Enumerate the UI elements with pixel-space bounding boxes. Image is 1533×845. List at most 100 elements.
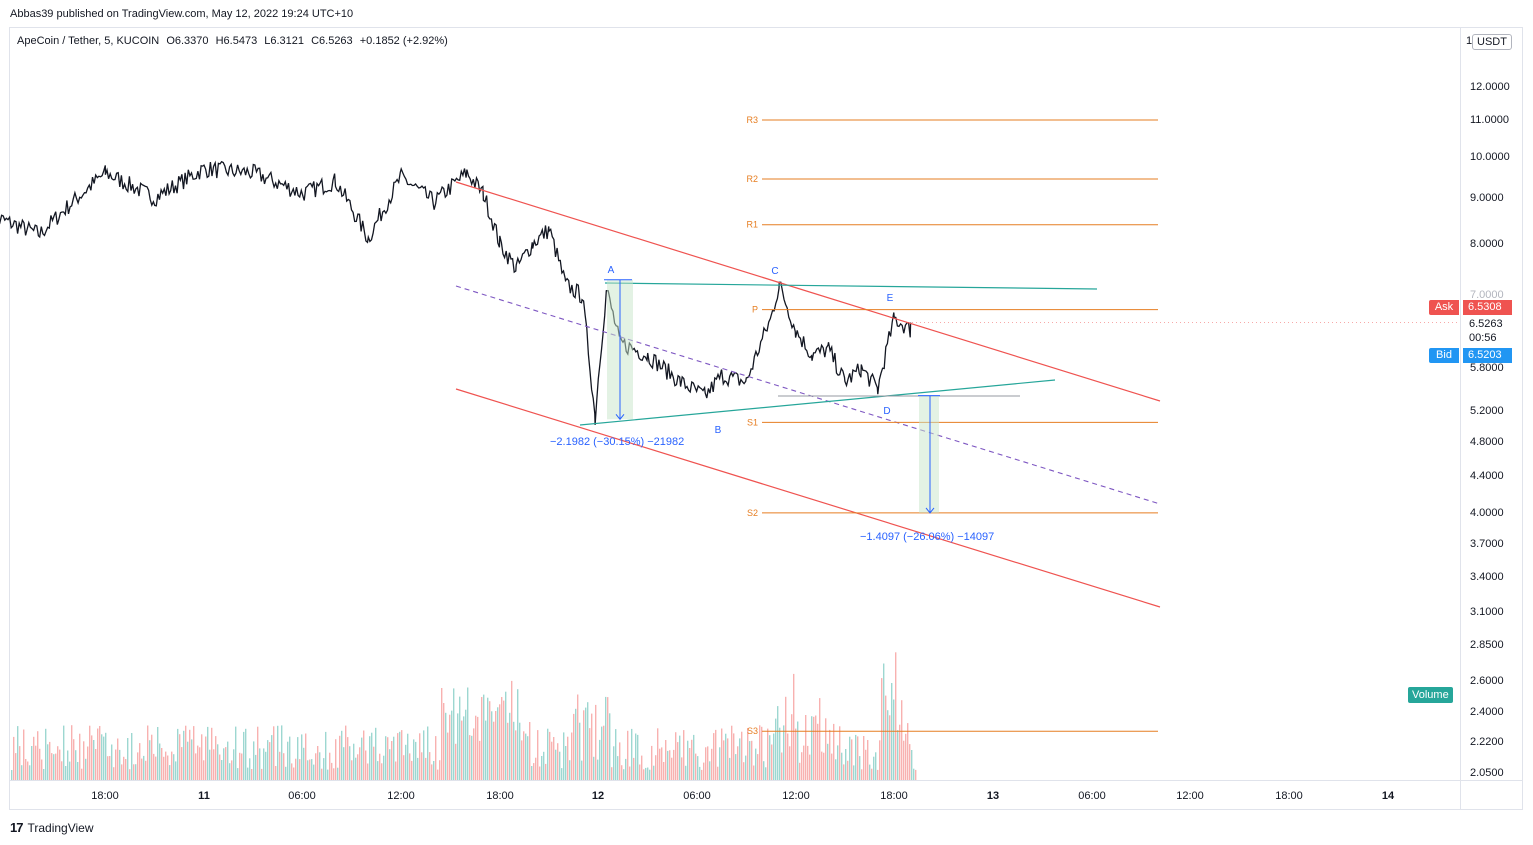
bid-value: 6.5203 [1463,348,1512,363]
volume-bar [149,740,151,780]
volume-bar [669,750,671,780]
volume-bar [479,740,481,780]
volume-bar [695,753,697,780]
volume-bar [57,746,59,780]
volume-bar [95,749,97,780]
volume-bar [519,722,521,780]
volume-bar [199,747,201,780]
volume-bar [339,735,341,780]
volume-bar [397,733,399,780]
volume-bar [513,721,515,780]
volume-bar [839,726,841,780]
volume-bar [603,725,605,780]
low-value: L6.3121 [264,35,305,47]
wave-label-a: A [608,265,615,276]
volume-bar [753,765,755,780]
volume-bar [649,769,651,780]
volume-bar [709,761,711,780]
symbol-name[interactable]: ApeCoin / Tether, 5, KUCOIN [17,35,160,47]
price-tick: 9.0000 [1470,192,1504,204]
pivot-label-s1: S1 [747,417,758,427]
volume-bar [547,728,549,780]
volume-bar [469,735,471,780]
volume-bar [75,750,77,780]
volume-bar [713,733,715,780]
volume-bar [845,749,847,780]
volume-bar [683,730,685,780]
volume-bar [577,694,579,780]
volume-bar [765,767,767,780]
pivot-label-r2: R2 [746,174,758,184]
channel-midline [455,285,1161,505]
volume-badge[interactable]: Volume [1408,687,1453,703]
volume-bar [905,733,907,780]
volume-bar [283,753,285,780]
price-tick: 4.0000 [1470,507,1504,519]
volume-bar [139,743,141,780]
volume-bar [805,715,807,780]
volume-bar [127,738,129,780]
volume-bar [21,765,23,780]
time-tick: 06:00 [288,790,316,802]
volume-bar [63,725,65,780]
time-tick: 14 [1381,790,1395,802]
last-price: 6.5263 [1469,318,1503,330]
volume-bar [325,731,327,780]
volume-bar [871,768,873,780]
volume-bar [79,733,81,780]
price-tick: 2.4000 [1470,706,1504,718]
volume-bar [329,752,331,780]
volume-bar [769,735,771,780]
volume-bar [85,758,87,780]
wave-label-d: D [883,406,890,417]
volume-bar [895,652,897,780]
volume-bar [615,729,617,780]
pivot-label-s2: S2 [747,508,758,518]
volume-bar [145,760,147,780]
volume-bar [815,715,817,780]
volume-bar [375,727,377,780]
volume-bar [909,744,911,780]
volume-bar [383,755,385,780]
currency-button[interactable]: USDT [1472,34,1512,50]
volume-bar [481,697,483,780]
volume-bar [859,756,861,780]
volume-bar [875,752,877,780]
volume-bar [715,729,717,780]
volume-bar [743,762,745,780]
volume-bar [153,753,155,780]
volume-bar [761,726,763,780]
volume-bar [799,762,801,780]
volume-bar [11,770,13,780]
volume-bar [677,742,679,780]
volume-bar [327,769,329,780]
price-tick: 2.8500 [1470,639,1504,651]
volume-bar [281,725,283,780]
time-tick: 12:00 [1176,790,1204,802]
volume-bar [777,706,779,780]
tradingview-footer[interactable]: 17 TradingView [10,820,94,835]
volume-bar [123,756,125,780]
volume-bar [179,734,181,780]
volume-bar [793,673,795,780]
symbol-legend[interactable]: ApeCoin / Tether, 5, KUCOIN O6.3370 H6.5… [17,35,452,47]
volume-bar [665,740,667,780]
volume-bar [389,749,391,780]
volume-bar [197,745,199,780]
volume-bar [631,728,633,780]
volume-bar [823,752,825,780]
volume-bar [515,730,517,780]
volume-bar [13,736,15,780]
volume-bar [531,766,533,780]
volume-bar [605,696,607,780]
volume-bar [599,739,601,780]
volume-bar [523,731,525,780]
volume-bar [835,759,837,780]
volume-bar [251,769,253,780]
volume-bar [537,730,539,780]
volume-bar [347,737,349,780]
volume-bar [403,755,405,780]
tradingview-logo-icon: 17 [10,820,24,835]
volume-bar [61,761,63,780]
